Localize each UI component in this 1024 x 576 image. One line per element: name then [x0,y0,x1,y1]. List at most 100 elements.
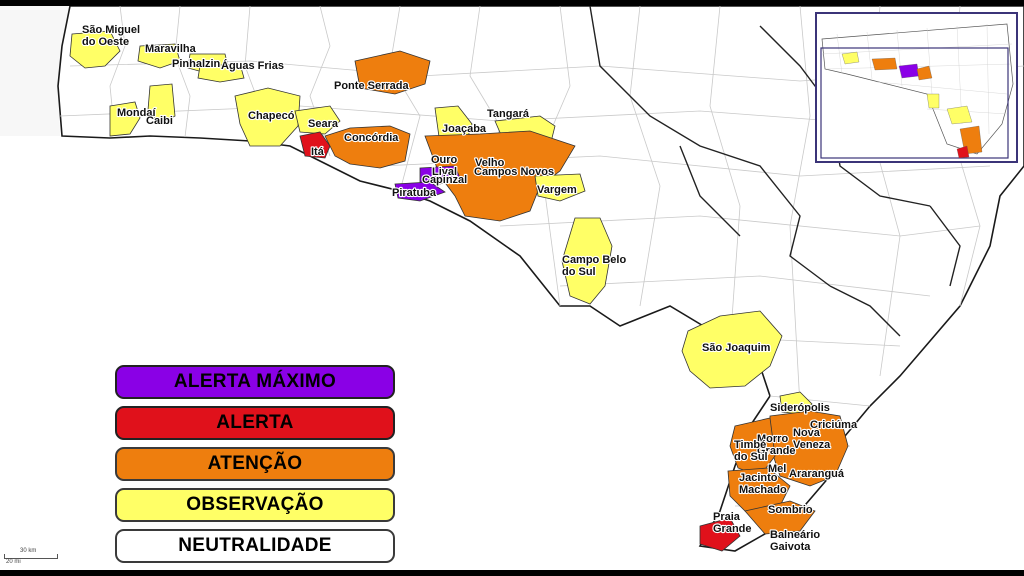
inset-map-svg [820,23,1014,159]
municipality-label-line: Grande [713,523,752,535]
municipality-label: Águas Frias [221,59,284,72]
scale-km: 30 km [20,548,37,554]
municipality-label-line: Nova [793,427,821,439]
municipality-label: Maravilha [145,43,197,55]
municipality-shape-mondai[interactable] [109,101,141,137]
municipality-label: Capinzal [422,174,467,186]
neighbor-region [0,6,70,136]
municipality-label: Sombrio [768,504,813,516]
municipality-label-line: Caibi [146,115,173,127]
municipality-shape-capinzal[interactable] [419,165,461,185]
municipality-label-line: Vargem [537,184,577,196]
legend-item-alerta-maximo: ALERTA MÁXIMO [115,365,395,399]
municipality-label-line: Grande [757,445,796,457]
municipality-shape-concordia[interactable] [324,125,411,169]
scale-bar: 30 km 20 mi [4,548,58,565]
municipality-label: Lival [432,166,457,178]
municipality-label: Seara [308,118,339,130]
legend-label: OBSERVAÇÃO [186,494,324,515]
municipality-label-line: Campo Belo [562,254,626,266]
municipality-label: Piratuba [392,187,437,199]
municipality-label: Chapecó [248,110,295,122]
municipality-label: Mel [768,463,786,475]
map-stage: São Miguel do Oeste Maravilha Pinhalzin Água… [0,6,1024,570]
municipality-label: Campos Novos [474,166,554,178]
municipality-label-line: Gaivota [770,541,811,553]
municipality-label: Nova Veneza [793,427,831,451]
municipality-label-line: São Joaquim [702,342,771,354]
alert-legend: ALERTA MÁXIMO ALERTA ATENÇÃO OBSERVAÇÃO … [115,365,395,570]
municipality-label: Criciúma [810,419,858,431]
legend-label: ALERTA MÁXIMO [173,371,337,392]
municipality-label-line: Ouro [431,154,458,166]
municipality-label-line: Veneza [793,439,831,451]
municipality-label-line: Campos Novos [474,166,554,178]
legend-label: ATENÇÃO [207,453,303,474]
municipality-label: Tangará [487,108,530,120]
municipality-label: Concórdia [344,132,399,144]
municipality-label-line: Ponte Serrada [334,80,409,92]
municipality-shape-sao-miguel[interactable] [69,30,121,69]
legend-item-alerta: ALERTA [115,406,395,440]
municipality-shape-maravilha[interactable] [137,43,181,69]
municipality-label-line: Maravilha [145,43,197,55]
legend-item-observacao: OBSERVAÇÃO [115,488,395,522]
municipality-label-line: Praia [713,511,741,523]
municipality-shape-praia-grande[interactable] [699,517,741,552]
municipality-label-line: Lival [432,166,457,178]
municipality-label-line: Tangará [487,108,530,120]
municipality-label-line: Mel [768,463,786,475]
legend-label: ALERTA [216,412,294,433]
municipality-shape-campos-novos[interactable] [424,130,576,222]
municipality-label: Pinhalzin [172,58,221,70]
legend-item-atencao: ATENÇÃO [115,447,395,481]
municipality-label-line: Jacinto [739,472,778,484]
municipality-shape-aguas-frias[interactable] [197,63,245,83]
legend-label: NEUTRALIDADE [178,535,332,556]
municipality-shape-sombrio[interactable] [744,500,816,535]
municipality-label-line: Timbé [734,439,766,451]
municipality-label-line: Seara [308,118,339,130]
inset-locator-map[interactable] [815,12,1018,163]
municipality-label-line: São Miguel [82,24,140,36]
municipality-label-line: Águas Frias [221,59,284,72]
municipality-shape-campo-belo[interactable] [561,217,613,305]
municipality-shape-sao-joaquim[interactable] [681,310,783,389]
municipality-label-line: Sombrio [768,504,813,516]
municipality-label-line: Piratuba [392,187,437,199]
municipality-shape-vargem[interactable] [534,173,586,202]
municipality-label: Itá [311,146,325,158]
municipality-label: São Joaquim [702,342,771,354]
scale-mi: 20 mi [6,559,21,565]
municipality-label-line: do Sul [734,451,768,463]
municipality-label-line: Joaçaba [442,123,487,135]
municipality-shape-ita[interactable] [299,131,331,159]
municipal-borders [59,6,1024,507]
municipality-label-line: Pinhalzin [172,58,221,70]
municipality-shape-seara[interactable] [294,105,341,135]
municipality-label: Timbé do Sul [734,439,768,463]
municipality-label: Joaçaba [442,123,487,135]
municipality-label: Siderópolis [770,402,830,414]
municipality-label-line: Itá [311,146,325,158]
municipality-shape-ponte-serrada[interactable] [354,50,431,95]
municipality-label-line: Machado [739,484,787,496]
municipality-label: Morro Grande [757,433,796,457]
municipality-label: Ponte Serrada [334,80,409,92]
municipality-shape-sideropolis[interactable] [779,391,813,415]
municipality-shape-caibi[interactable] [147,83,176,125]
municipality-label-line: Balneário [770,529,820,541]
municipality-label-line: Mondaí [117,107,156,119]
inset-highlights [841,51,983,159]
municipality-label-line: Chapecó [248,110,295,122]
municipality-shape-piratuba[interactable] [394,181,446,202]
municipality-label: Jacinto Machado [739,472,787,496]
map-canvas[interactable]: São Miguel do Oeste Maravilha Pinhalzin Água… [0,6,1024,570]
municipality-label-line: Criciúma [810,419,858,431]
municipality-label: São Miguel do Oeste [82,24,140,48]
legend-item-neutralidade: NEUTRALIDADE [115,529,395,563]
municipality-label: Balneário Gaivota [770,529,820,553]
municipality-label-line: Araranguá [789,468,845,480]
municipality-label: Praia Grande [713,511,752,535]
municipality-shape-chapeco[interactable] [234,87,301,147]
